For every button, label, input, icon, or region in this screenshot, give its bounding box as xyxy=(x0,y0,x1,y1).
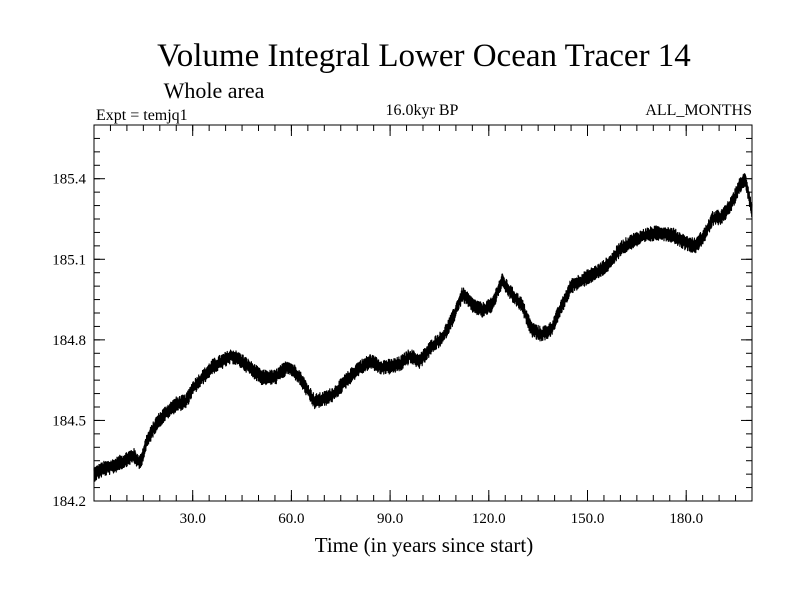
expt-label: Expt = temjq1 xyxy=(96,107,188,124)
y-tick-label: 184.2 xyxy=(52,494,86,510)
x-tick-label: 120.0 xyxy=(472,511,506,527)
period-label: 16.0kyr BP xyxy=(386,102,459,119)
chart-subtitle: Whole area xyxy=(164,78,265,103)
axes: 184.2 184.5 184.8 185.1 185.4 30.0 60.0 90.0 120… xyxy=(52,124,753,527)
chart-title: Volume Integral Lower Ocean Tracer 14 xyxy=(157,38,691,74)
x-tick-label: 90.0 xyxy=(377,511,403,527)
y-tick-label: 184.8 xyxy=(52,333,86,349)
y-tick-label: 185.4 xyxy=(52,172,86,188)
y-tick-label: 184.5 xyxy=(52,413,86,429)
plot-frame xyxy=(93,124,753,502)
x-tick-label: 180.0 xyxy=(669,511,703,527)
series-group xyxy=(93,173,753,482)
series-line xyxy=(93,173,753,482)
x-axis-label: Time (in years since start) xyxy=(315,533,534,557)
x-tick-label: 30.0 xyxy=(180,511,206,527)
x-tick-label: 60.0 xyxy=(278,511,304,527)
months-label: ALL_MONTHS xyxy=(645,102,752,119)
x-tick-label: 150.0 xyxy=(571,511,605,527)
y-tick-label: 185.1 xyxy=(52,252,86,268)
